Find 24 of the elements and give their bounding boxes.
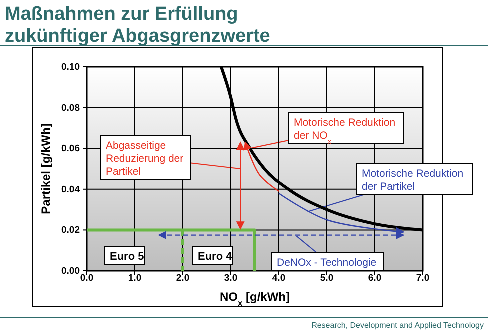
x-tick-label: 7.0 <box>416 272 430 284</box>
x-tick-label: 3.0 <box>224 272 238 284</box>
annotation: Motorische Reduktion der Partikel <box>362 168 464 193</box>
annotation: Euro 4 <box>198 251 234 263</box>
y-tick-label: 0.02 <box>62 225 80 236</box>
x-tick-label: 1.0 <box>128 272 142 284</box>
annotation: DeNOx - Technologie <box>277 257 377 269</box>
chart-title: Maßnahmen zur Erfüllung zukünftiger Abgasgrenzwerte <box>5 4 270 47</box>
y-tick-label: 0.06 <box>62 144 80 155</box>
x-tick-label: 5.0 <box>320 272 334 284</box>
x-axis-title: NO$_{x}$ [g/kWh] <box>220 290 290 308</box>
y-tick-label: 0.08 <box>62 102 80 114</box>
x-tick-label: 2.0 <box>176 272 190 284</box>
annotation: Motorische Reduktion der NO$_{x}$ <box>294 117 396 146</box>
text: Research, Development and Applied Technology <box>312 321 484 330</box>
annotation: Abgasseitige Reduzierung der Partikel <box>106 140 184 178</box>
annotation: Euro 5 <box>110 251 144 263</box>
y-tick-label: 0.04 <box>62 184 81 196</box>
y-tick-label: 0.00 <box>62 266 80 278</box>
x-tick-label: 0.0 <box>80 272 94 284</box>
x-tick-label: 6.0 <box>368 272 382 284</box>
y-tick-label: 0.10 <box>62 62 80 74</box>
x-tick-label: 4.0 <box>272 272 286 284</box>
y-axis-title: Partikel [g/kWh] <box>39 124 53 214</box>
